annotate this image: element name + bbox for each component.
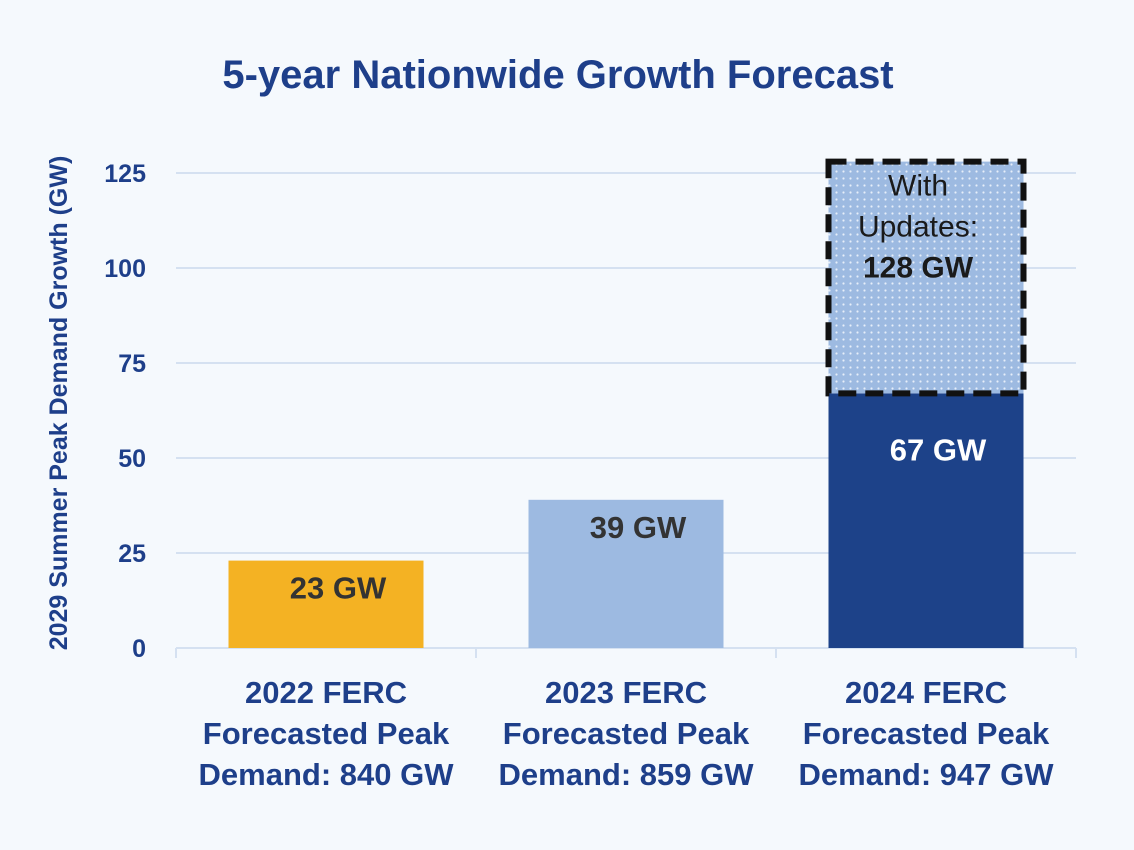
bar xyxy=(828,393,1024,648)
y-tick-label: 25 xyxy=(118,540,146,568)
update-label: Updates: xyxy=(858,211,978,244)
y-tick-label: 50 xyxy=(118,445,146,473)
x-category-label: Forecasted Peak xyxy=(503,716,750,751)
update-bar xyxy=(825,158,1027,397)
bars xyxy=(228,158,1027,648)
bar xyxy=(228,560,424,648)
x-category-label: Forecasted Peak xyxy=(803,716,1050,751)
chart-title: 5-year Nationwide Growth Forecast xyxy=(222,53,893,97)
y-tick-label: 125 xyxy=(104,160,146,188)
bar-value-label: 23 GW xyxy=(290,571,387,606)
x-category-label: 2022 FERC xyxy=(245,675,407,710)
x-category-label: 2023 FERC xyxy=(545,675,707,710)
y-axis-label: 2029 Summer Peak Demand Growth (GW) xyxy=(45,156,73,651)
x-category-label: Demand: 840 GW xyxy=(199,757,455,792)
y-tick-label: 100 xyxy=(104,255,146,283)
bar-value-label: 39 GW xyxy=(590,510,687,545)
labels: 0 25 50 75 100 125 23 GW 2022 FERC Forecasted Pe… xyxy=(104,160,1054,792)
y-tick-label: 0 xyxy=(132,635,146,663)
x-category-label: Demand: 947 GW xyxy=(799,757,1055,792)
y-tick-label: 75 xyxy=(118,350,146,378)
x-category-label: 2024 FERC xyxy=(845,675,1007,710)
x-category-label: Forecasted Peak xyxy=(203,716,450,751)
update-label: With xyxy=(888,170,948,203)
bar xyxy=(528,499,724,648)
update-value-label: 128 GW xyxy=(863,252,974,285)
x-category-label: Demand: 859 GW xyxy=(499,757,755,792)
bar-value-label: 67 GW xyxy=(890,432,987,467)
